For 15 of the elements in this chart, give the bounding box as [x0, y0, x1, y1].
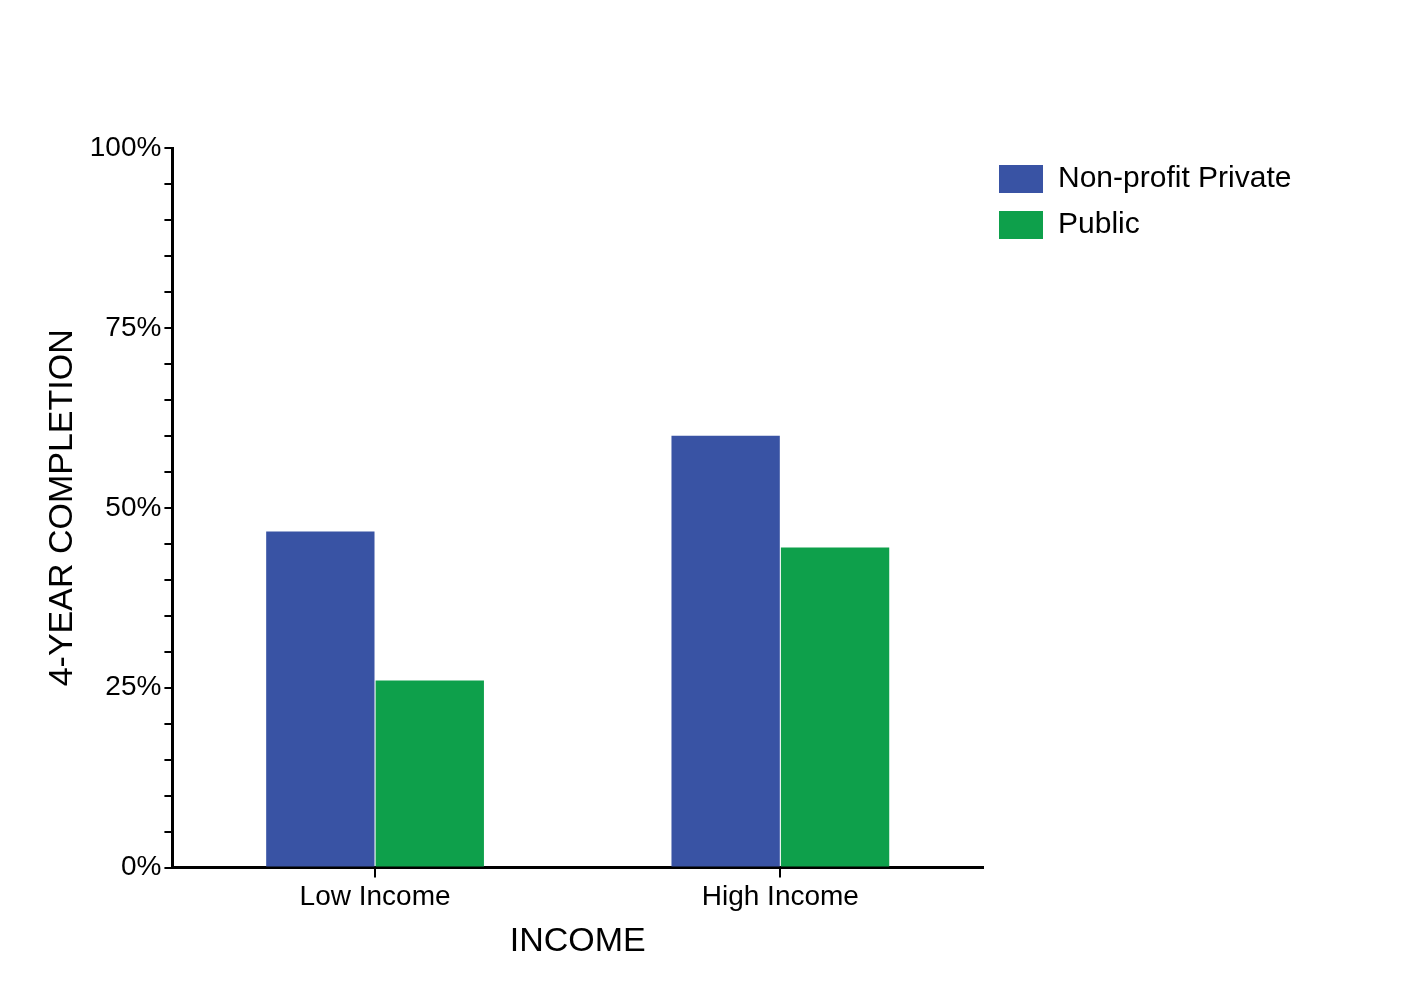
y-axis-title: 4-YEAR COMPLETION	[40, 329, 79, 687]
y-tick-label: 75%	[105, 310, 162, 342]
bar	[780, 547, 890, 867]
bar	[375, 680, 484, 867]
x-axis-title: INCOME	[509, 919, 646, 958]
legend-label: Public	[1058, 206, 1140, 240]
bar	[671, 435, 780, 867]
x-tick-label: Low Income	[299, 880, 451, 912]
legend-label: Non-profit Private	[1058, 160, 1292, 194]
x-tick-label: High Income	[701, 880, 859, 912]
y-tick-label: 0%	[120, 850, 162, 882]
y-tick-label: 25%	[105, 670, 162, 702]
y-tick-label: 100%	[89, 130, 162, 162]
bar	[266, 531, 375, 867]
y-tick-label: 50%	[105, 490, 162, 522]
